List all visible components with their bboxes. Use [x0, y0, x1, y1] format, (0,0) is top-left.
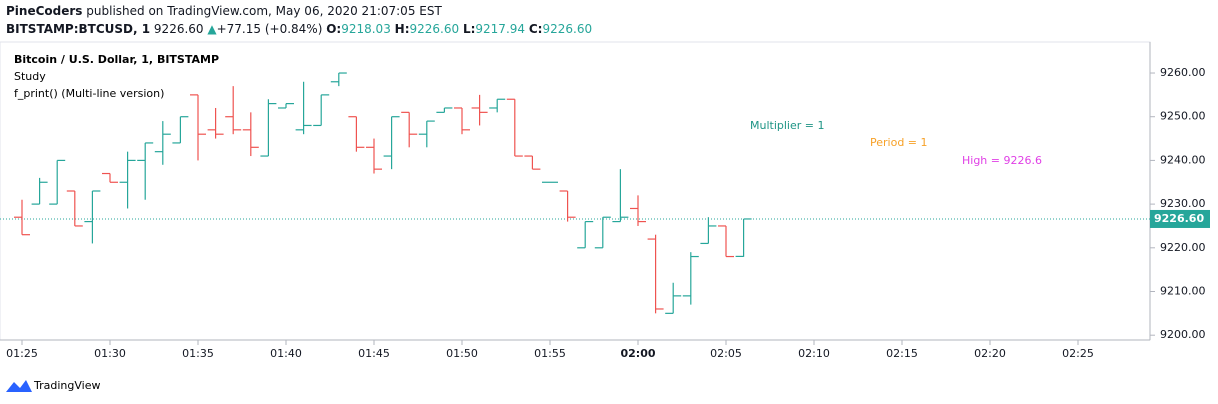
publish-line: PineCoders published on TradingView.com,…	[6, 4, 442, 18]
last: 9226.60	[153, 22, 204, 36]
quote-line: BITSTAMP:BTCUSD, 1 9226.60 ▲+77.15 (+0.8…	[6, 22, 592, 36]
o-label: O:	[326, 22, 342, 36]
x-tick-label: 01:25	[6, 347, 38, 360]
arrow: ▲	[207, 22, 217, 36]
y-tick-label: 9230.00	[1160, 197, 1206, 210]
x-tick-label: 02:10	[798, 347, 830, 360]
annotation: High = 9226.6	[962, 154, 1042, 167]
x-tick-label: 01:55	[534, 347, 566, 360]
x-tick-label: 02:15	[886, 347, 918, 360]
l-label: L:	[462, 22, 476, 36]
c: 9226.60	[542, 22, 593, 36]
x-tick-label: 01:45	[358, 347, 390, 360]
y-tick-label: 9200.00	[1160, 328, 1206, 341]
change: +77.15 (+0.84%)	[216, 22, 323, 36]
h: 9226.60	[409, 22, 460, 36]
x-tick-label: 01:50	[446, 347, 478, 360]
last-price-box	[1150, 209, 1210, 228]
y-tick-label: 9220.00	[1160, 241, 1206, 254]
c-label: C:	[528, 22, 543, 36]
y-tick-label: 9240.00	[1160, 153, 1206, 166]
y-tick-label: 9260.00	[1160, 66, 1206, 79]
footer-brand: TradingView	[33, 379, 100, 392]
y-tick-label: 9210.00	[1160, 284, 1206, 297]
x-tick-label: 02:00	[620, 347, 655, 360]
x-tick-label: 01:40	[270, 347, 302, 360]
x-tick-label: 02:20	[974, 347, 1006, 360]
l: 9217.94	[475, 22, 526, 36]
annotation: Multiplier = 1	[750, 119, 824, 132]
x-tick-label: 02:25	[1062, 347, 1094, 360]
tv-logo	[6, 380, 32, 392]
x-tick-label: 01:30	[94, 347, 126, 360]
x-tick-label: 01:35	[182, 347, 214, 360]
symbol: BITSTAMP:BTCUSD, 1	[6, 22, 151, 36]
legend-title: Bitcoin / U.S. Dollar, 1, BITSTAMP	[14, 53, 219, 66]
legend-script: f_print() (Multi-line version)	[14, 87, 164, 100]
annotation: Period = 1	[870, 136, 928, 149]
x-tick-label: 02:05	[710, 347, 742, 360]
h-label: H:	[394, 22, 410, 36]
author: PineCoders	[6, 4, 83, 18]
legend-study: Study	[14, 70, 46, 83]
plot-frame	[0, 41, 1151, 341]
y-tick-label: 9250.00	[1160, 110, 1206, 123]
o: 9218.03	[341, 22, 391, 36]
published: published on TradingView.com, May 06, 20…	[86, 4, 442, 18]
last-price-label: 9226.60	[1154, 212, 1204, 225]
